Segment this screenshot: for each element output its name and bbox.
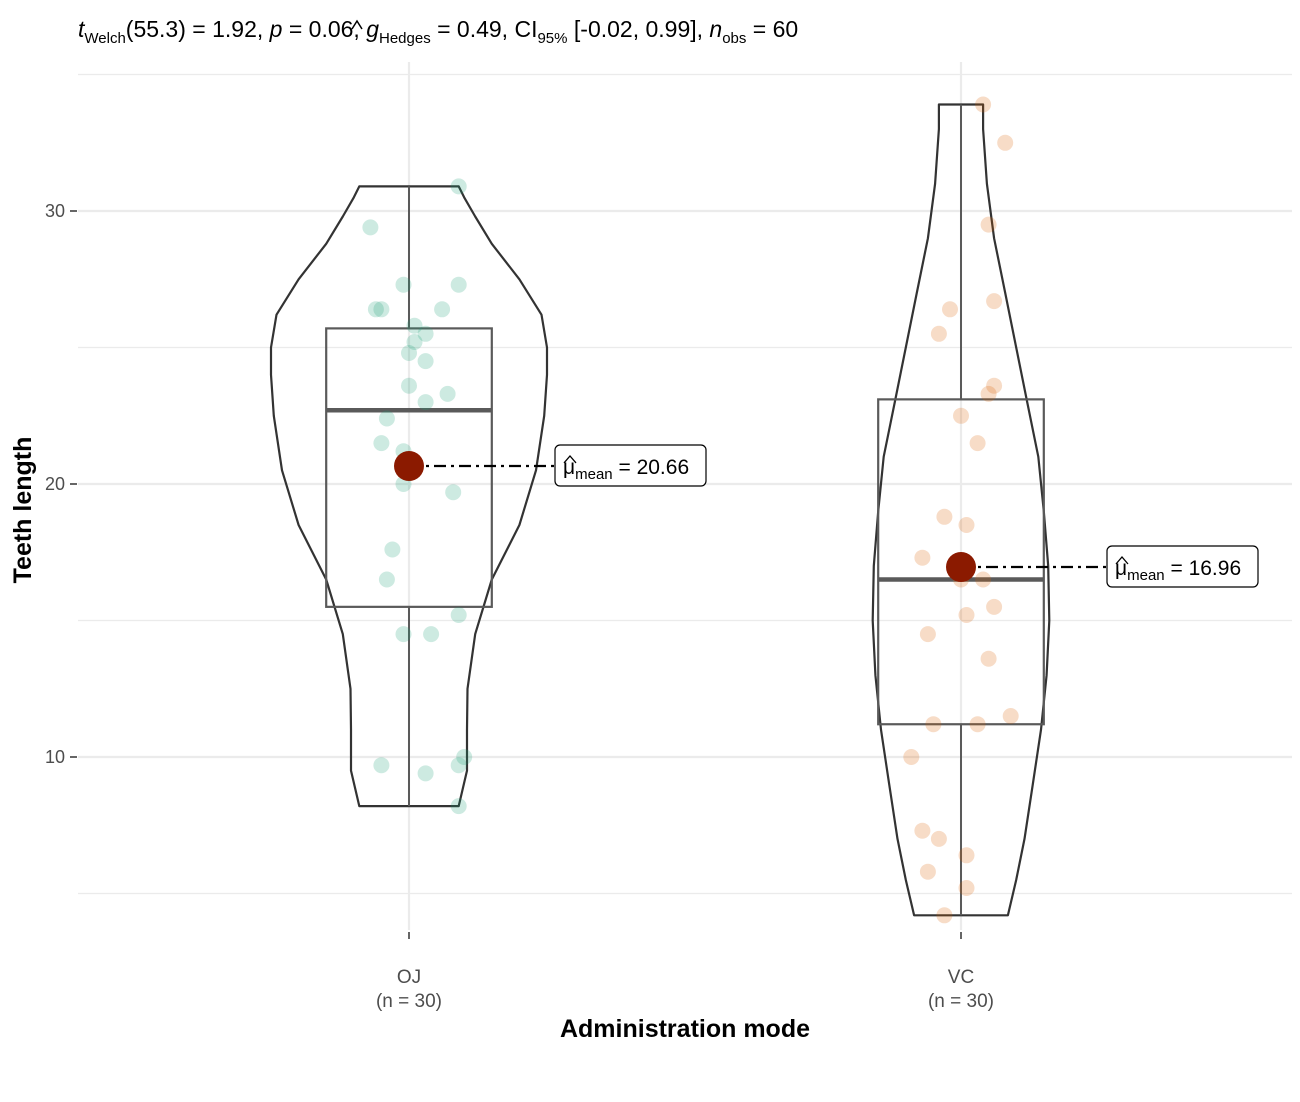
subtitle-g-text: = 0.49, xyxy=(431,16,515,42)
data-point xyxy=(384,541,401,558)
x-tick-label: OJ xyxy=(397,967,421,988)
data-point xyxy=(969,435,986,452)
data-point xyxy=(942,301,958,318)
subtitle-ci-subscript: 95% xyxy=(537,30,567,47)
y-tick-label: 10 xyxy=(45,747,65,767)
data-point xyxy=(417,325,434,342)
data-point xyxy=(930,325,947,342)
data-point xyxy=(958,607,975,623)
data-point xyxy=(395,276,412,293)
data-point xyxy=(969,716,986,733)
y-axis-title: Teeth length xyxy=(9,437,37,584)
subtitle-n-text: = 60 xyxy=(746,16,798,42)
violin-oj xyxy=(269,185,549,808)
data-point xyxy=(378,410,395,427)
data-point xyxy=(445,484,462,501)
data-point xyxy=(417,394,434,411)
data-point xyxy=(958,880,975,896)
data-point xyxy=(986,598,1003,615)
data-point xyxy=(986,293,1003,310)
hat-icon xyxy=(563,454,577,464)
mean-label-box xyxy=(1106,545,1259,588)
data-point xyxy=(986,377,1003,394)
data-point xyxy=(1002,708,1019,724)
mean-label: μmean = 20.66 xyxy=(563,456,689,483)
data-point xyxy=(362,219,379,236)
axes: 10 20 30 OJ (n = 30) VC (n = 30) xyxy=(45,201,994,1012)
grid xyxy=(78,62,1292,930)
data-point xyxy=(958,517,975,533)
data-point xyxy=(936,508,953,525)
data-point xyxy=(450,798,467,815)
data-point xyxy=(930,830,947,847)
data-point xyxy=(997,134,1014,151)
x-tick-count-label: (n = 30) xyxy=(376,991,442,1012)
data-point xyxy=(373,757,390,774)
subtitle-n-subscript: obs xyxy=(722,30,746,47)
data-point xyxy=(378,571,395,588)
data-point xyxy=(914,549,931,566)
data-point xyxy=(903,749,920,765)
y-tick-label: 20 xyxy=(45,474,65,494)
data-point xyxy=(980,650,997,667)
data-point xyxy=(434,301,451,318)
subtitle-g-symbol: g xyxy=(366,16,379,42)
subtitle-p-symbol: p xyxy=(269,16,283,42)
data-point xyxy=(417,765,434,782)
data-point xyxy=(373,301,390,318)
data-point xyxy=(423,626,440,643)
data-point xyxy=(450,607,467,623)
subtitle-ci-symbol: CI xyxy=(514,16,537,42)
data-point xyxy=(450,276,467,293)
mean-point xyxy=(394,450,424,481)
subtitle-t-symbol: t xyxy=(78,16,86,42)
boxes xyxy=(325,104,1045,916)
data-point xyxy=(450,178,467,195)
data-point xyxy=(975,96,992,113)
data-point xyxy=(919,863,936,880)
data-point xyxy=(417,353,434,370)
data-point xyxy=(395,626,412,643)
data-point xyxy=(975,571,992,588)
x-tick-count-label: (n = 30) xyxy=(928,991,994,1012)
subtitle-n-symbol: n xyxy=(709,16,722,42)
data-point xyxy=(401,345,417,361)
data-point xyxy=(456,749,473,765)
data-point xyxy=(914,822,931,839)
data-point xyxy=(373,435,390,452)
means: μmean = 20.66 μmean = 16.96 xyxy=(394,444,1259,588)
data-point xyxy=(958,847,975,864)
mean-point xyxy=(946,551,976,582)
box-oj xyxy=(325,327,493,608)
data-point xyxy=(919,626,936,643)
data-point xyxy=(406,334,423,350)
chart-subtitle: tWelch(55.3) = 1.92, p = 0.06, gHedges =… xyxy=(78,16,798,47)
subtitle-ci-text: [-0.02, 0.99], xyxy=(568,16,710,42)
data-point xyxy=(450,757,467,774)
mean-label: μmean = 16.96 xyxy=(1115,557,1241,584)
data-point xyxy=(367,301,384,318)
x-axis-title: Administration mode xyxy=(560,1015,810,1043)
subtitle-p-text: = 0.06, xyxy=(282,16,366,42)
x-tick-label: VC xyxy=(948,967,974,988)
box-vc xyxy=(877,398,1045,726)
data-point xyxy=(980,216,997,233)
data-point xyxy=(980,385,997,402)
data-point xyxy=(439,385,456,402)
data-point xyxy=(925,716,942,733)
data-point xyxy=(401,377,417,394)
points xyxy=(362,96,1019,924)
mean-label-box xyxy=(554,444,707,487)
data-point xyxy=(953,407,969,424)
hat-icon xyxy=(1115,555,1129,565)
subtitle-g-subscript: Hedges xyxy=(379,30,431,47)
data-point xyxy=(406,317,423,334)
hat-icon xyxy=(351,19,363,30)
y-tick-label: 30 xyxy=(45,201,65,221)
violins xyxy=(269,103,1051,917)
subtitle-t-text: (55.3) = 1.92, xyxy=(126,16,270,42)
subtitle-t-subscript: Welch xyxy=(84,30,125,47)
data-point xyxy=(936,907,953,924)
